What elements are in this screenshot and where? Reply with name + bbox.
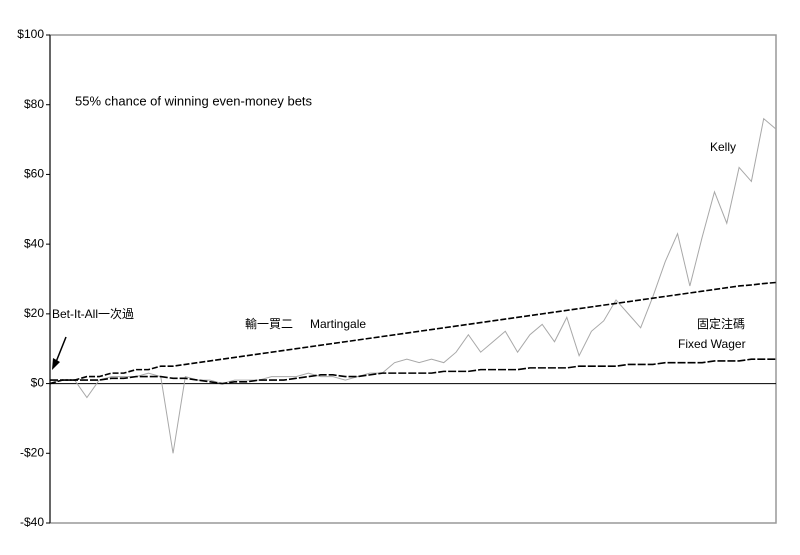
y-tick-label: -$40 xyxy=(20,515,44,529)
series-label: Kelly xyxy=(710,140,736,154)
annotation: 固定注碼 xyxy=(697,316,745,331)
annotation: Bet-It-All一次過 xyxy=(52,307,134,321)
y-tick-label: $100 xyxy=(17,27,44,41)
series-line xyxy=(50,358,776,385)
chart-title: 55% chance of winning even-money bets xyxy=(75,93,313,108)
y-tick-label: $0 xyxy=(31,376,45,390)
y-tick-label: $60 xyxy=(24,167,44,181)
y-tick-label: $80 xyxy=(24,97,44,111)
y-tick-label: $20 xyxy=(24,306,44,320)
series-line xyxy=(49,117,777,454)
annotation-arrow xyxy=(55,336,67,363)
series-label: Martingale xyxy=(310,317,366,331)
series-line xyxy=(49,281,777,385)
annotation: 輸一買二 xyxy=(245,316,293,331)
y-tick-label: $40 xyxy=(24,236,44,250)
annotation-arrowhead xyxy=(52,358,60,370)
series-label: Fixed Wager xyxy=(678,337,746,351)
y-tick-label: -$20 xyxy=(20,445,44,459)
